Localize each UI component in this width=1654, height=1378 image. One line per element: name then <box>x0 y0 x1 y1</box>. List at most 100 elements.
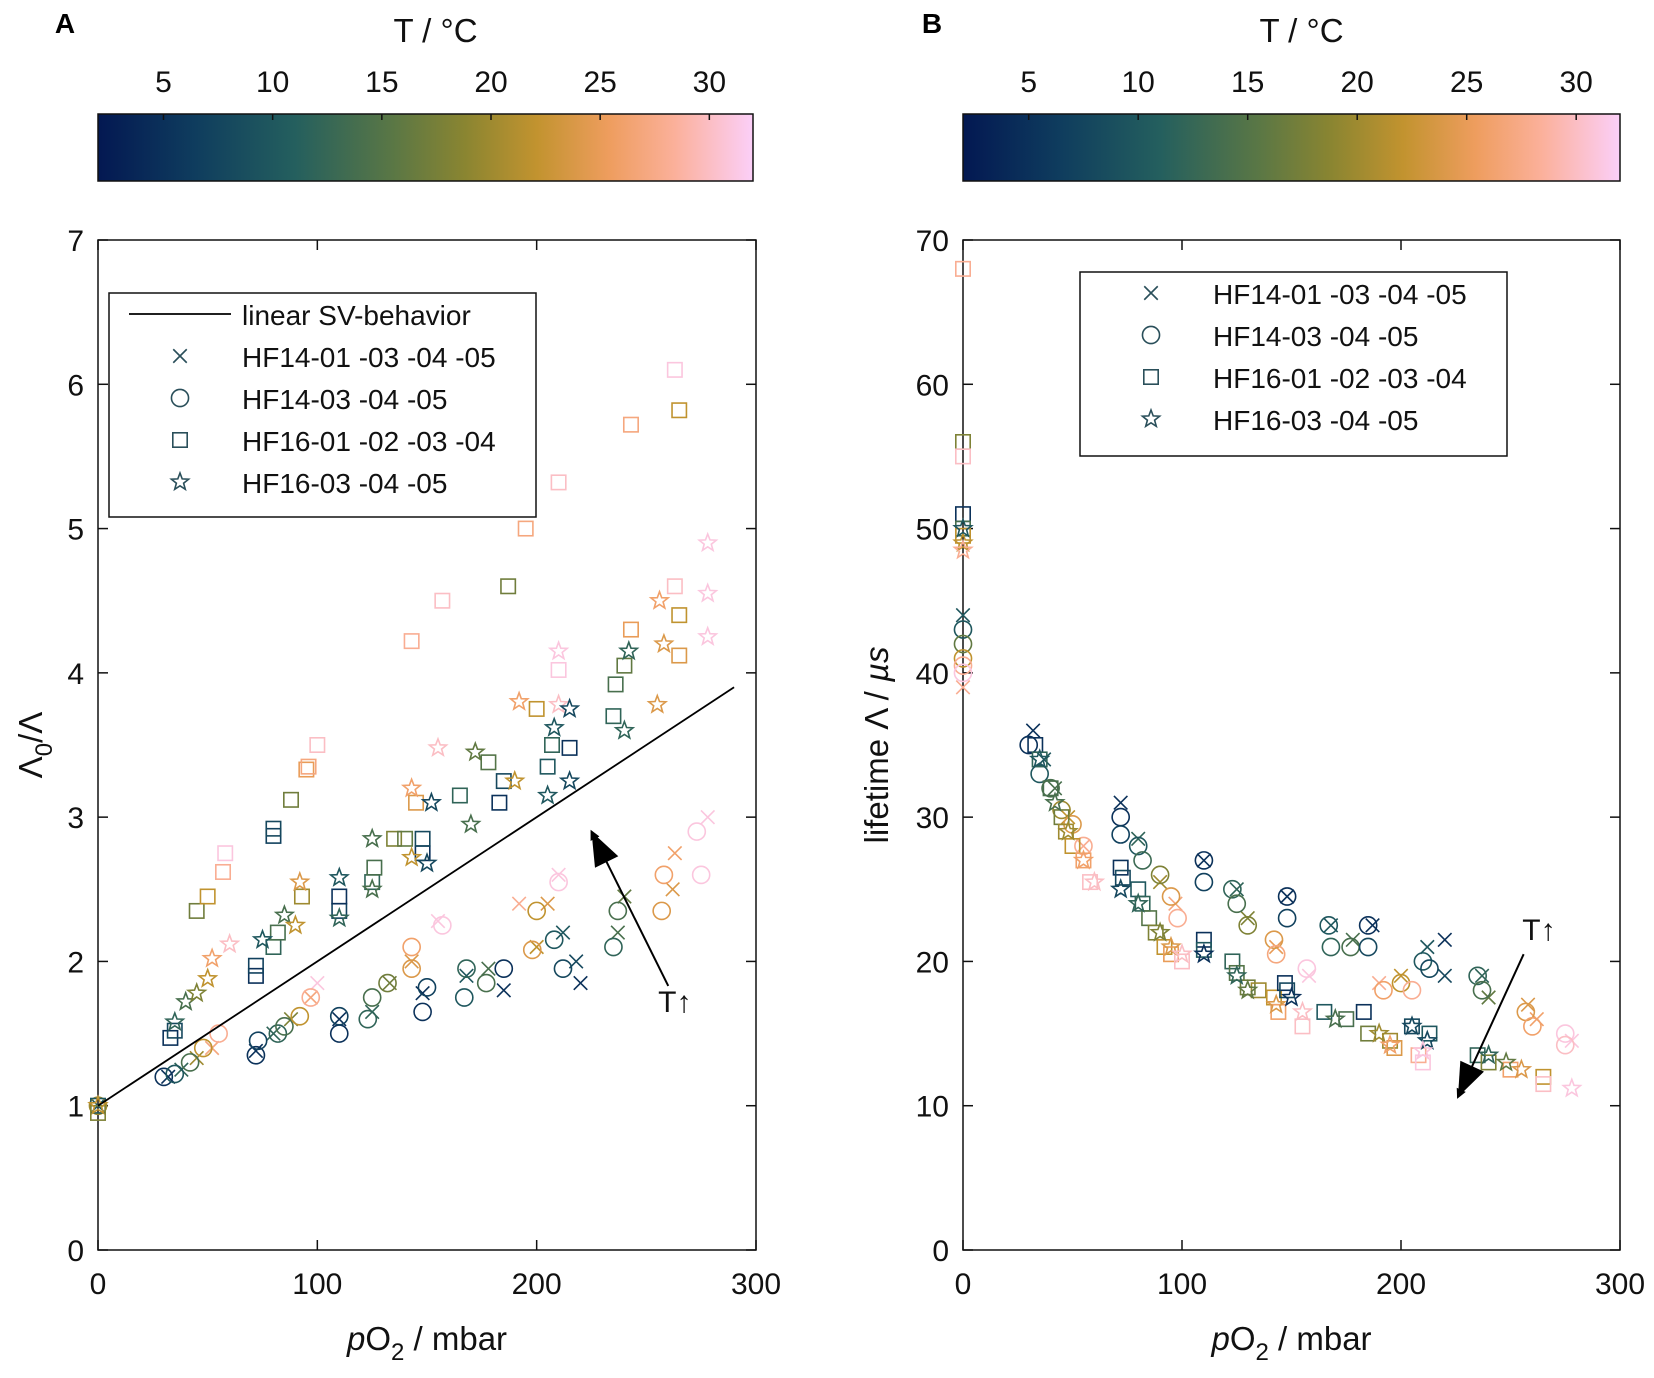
data-point <box>328 866 350 887</box>
data-point <box>528 700 545 717</box>
data-point <box>420 791 443 812</box>
x-label-sub: 2 <box>1255 1339 1268 1366</box>
data-point <box>303 990 319 1005</box>
data-point <box>251 928 274 949</box>
data-point <box>604 937 623 957</box>
colorbar-tick-label: 30 <box>1560 66 1593 99</box>
data-point <box>164 1010 186 1032</box>
data-point <box>666 578 683 595</box>
data-point <box>1301 968 1317 984</box>
data-point <box>1083 870 1106 892</box>
x-label-sub: 2 <box>391 1339 404 1366</box>
data-point <box>952 517 974 538</box>
colorbar-tick-label: 10 <box>1122 66 1155 99</box>
data-point <box>1111 825 1131 844</box>
legend-marker-icon <box>1143 285 1159 301</box>
legend-marker-icon <box>170 388 190 408</box>
data-point <box>1130 831 1146 847</box>
data-point <box>1127 892 1149 913</box>
data-point <box>1171 942 1193 964</box>
data-point <box>544 736 561 753</box>
data-point <box>1421 1025 1438 1042</box>
data-point <box>1265 993 1287 1014</box>
data-point <box>496 982 512 998</box>
data-point <box>417 978 437 997</box>
data-point <box>402 937 421 957</box>
data-point <box>652 901 672 921</box>
data-point <box>273 904 296 925</box>
data-point <box>301 988 321 1007</box>
data-point <box>460 813 482 834</box>
data-point <box>1057 820 1079 841</box>
data-point <box>1277 887 1297 906</box>
data-point <box>508 690 530 711</box>
colorbar <box>962 113 1621 182</box>
series-o <box>953 620 1575 1055</box>
axes-frame <box>97 239 757 1251</box>
data-point <box>185 981 208 1003</box>
data-point <box>1270 1003 1287 1020</box>
legend-marker-icon <box>1143 368 1160 385</box>
data-point <box>434 592 451 609</box>
data-point <box>1416 1029 1438 1050</box>
data-point <box>217 845 234 862</box>
y-label-rest: /Λ <box>12 712 49 743</box>
y-tick-label: 6 <box>67 369 84 402</box>
data-point <box>1229 881 1245 897</box>
annotation-text: T↑ <box>658 986 691 1019</box>
data-point <box>952 531 974 553</box>
data-point <box>1168 908 1187 928</box>
data-point <box>1379 1033 1401 1055</box>
legend-label: HF14-01 -03 -04 -05 <box>1213 279 1467 310</box>
data-point <box>665 881 680 897</box>
y-label-base: lifetime Λ / <box>858 682 895 843</box>
data-point <box>1468 966 1487 986</box>
data-point <box>547 639 570 661</box>
data-point <box>400 846 423 867</box>
data-point <box>953 656 973 675</box>
data-point <box>551 867 566 883</box>
data-point <box>697 625 719 646</box>
data-point <box>1391 973 1411 993</box>
legend-box <box>108 292 537 518</box>
data-point <box>1149 921 1171 942</box>
data-point <box>1412 1039 1434 1061</box>
data-point <box>1268 939 1284 955</box>
data-point <box>613 719 636 740</box>
data-point <box>504 769 526 791</box>
data-point <box>1437 968 1453 984</box>
data-point <box>283 791 300 808</box>
data-point <box>166 1022 183 1039</box>
data-point <box>1338 1011 1355 1028</box>
data-point <box>289 870 311 892</box>
data-point <box>608 901 628 921</box>
data-point <box>165 1064 185 1084</box>
y-tick-label: 2 <box>67 946 84 979</box>
data-point <box>247 957 264 974</box>
data-point <box>196 967 219 988</box>
data-point <box>522 940 542 960</box>
data-point <box>1420 959 1439 978</box>
data-point <box>269 924 286 941</box>
data-point <box>331 888 348 905</box>
x-tick-label: 0 <box>90 1268 107 1301</box>
data-point <box>667 845 683 861</box>
data-point <box>654 865 674 885</box>
data-point <box>1266 944 1286 964</box>
axes-frame <box>962 239 1621 1251</box>
data-point <box>953 620 973 639</box>
data-point <box>605 708 622 725</box>
data-point <box>544 930 564 950</box>
data-point <box>536 784 559 805</box>
data-point <box>309 736 326 753</box>
data-point <box>517 520 534 537</box>
data-point <box>199 888 216 905</box>
data-point <box>1365 918 1380 933</box>
data-point <box>648 589 671 610</box>
y-label-sub: 0 <box>31 743 58 756</box>
data-point <box>1041 778 1060 798</box>
legend-label: HF16-03 -04 -05 <box>242 468 447 499</box>
data-point <box>954 260 971 277</box>
plot-area <box>87 361 719 1121</box>
